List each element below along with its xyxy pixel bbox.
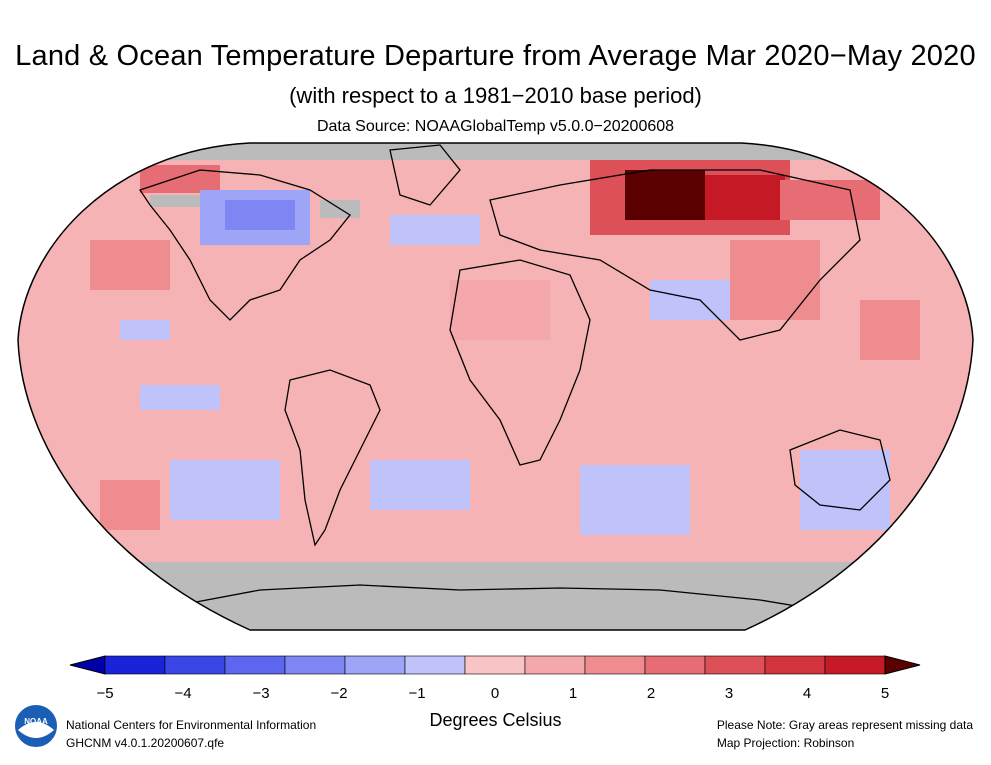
warm-alaska (140, 165, 220, 193)
antarctica-outline (179, 584, 821, 611)
cool-south-pacific (170, 460, 280, 520)
cool-north-atlantic (390, 215, 480, 245)
legend-bin (704, 655, 766, 675)
footer-right: Please Note: Gray areas represent missin… (717, 716, 973, 752)
noaa-logo: NOAA (13, 703, 59, 749)
legend-bar (69, 655, 921, 675)
eurasia-outline (489, 169, 861, 341)
legend-tick-label: 4 (803, 685, 811, 702)
footer-note: Please Note: Gray areas represent missin… (716, 718, 973, 732)
very-warm-siberia (625, 170, 705, 220)
legend-bin (344, 655, 406, 675)
legend-bin (464, 655, 526, 675)
legend-tick-label: 5 (881, 685, 889, 702)
legend-tick-label: −1 (408, 685, 425, 702)
legend-bin (764, 655, 826, 675)
footer-projection: Map Projection: Robinson (716, 736, 855, 750)
footer-left: National Centers for Environmental Infor… (66, 716, 316, 752)
legend-bin (164, 655, 226, 675)
warm-north-pacific (90, 240, 170, 290)
warm-china (730, 240, 820, 320)
africa-outline (449, 259, 591, 466)
legend-bin (284, 655, 346, 675)
legend-bin (104, 655, 166, 675)
south-america-outline (284, 369, 381, 547)
cool-indian-ocean (580, 465, 690, 535)
warm-west-pacific (860, 300, 920, 360)
cool-india (650, 280, 730, 320)
data-source: Data Source: NOAAGlobalTemp v5.0.0−20200… (316, 118, 675, 135)
legend-tick-label: −4 (174, 685, 191, 702)
legend-bin (584, 655, 646, 675)
map-subtitle: (with respect to a 1981−2010 base period… (289, 83, 702, 108)
legend-arrow-high (884, 655, 921, 675)
legend-tick-label: 0 (491, 685, 499, 702)
cooler-canada (225, 200, 295, 230)
australia-outline (789, 429, 891, 511)
warm-sahara (450, 280, 550, 340)
map-border (17, 142, 974, 631)
legend-arrow-low (69, 655, 106, 675)
missing-arctic (18, 143, 973, 160)
legend-tick-label: −2 (330, 685, 347, 702)
coastlines (138, 144, 891, 611)
warm-south-pacific (100, 480, 160, 530)
legend-bin (824, 655, 886, 675)
legend-bin (524, 655, 586, 675)
warm-siberia-east (705, 175, 785, 220)
legend-bin (644, 655, 706, 675)
legend-tick-label: 2 (647, 685, 655, 702)
footer-dataset: GHCNM v4.0.1.20200607.qfe (66, 736, 225, 750)
cool-central-pacific (120, 320, 170, 340)
noaa-logo-text: NOAA (24, 717, 48, 726)
legend-tick-label: −5 (96, 685, 113, 702)
greenland-outline (389, 144, 461, 206)
north-america-outline (138, 169, 351, 321)
cool-south-atlantic (370, 460, 470, 510)
legend-bin (224, 655, 286, 675)
cool-east-pacific (140, 385, 220, 410)
legend-tick-label: −3 (252, 685, 269, 702)
cool-australia (800, 450, 890, 530)
map-title: Land & Ocean Temperature Departure from … (15, 40, 976, 72)
warm-far-east (780, 180, 880, 220)
legend-units: Degrees Celsius (429, 710, 562, 730)
noaa-logo-bird (18, 722, 54, 738)
legend-bin (404, 655, 466, 675)
footer-org: National Centers for Environmental Infor… (66, 718, 317, 732)
legend-tick-label: 1 (569, 685, 577, 702)
legend-ticks: −5 −4 −3 −2 −1 0 1 2 3 4 5 (96, 685, 889, 702)
legend-tick-label: 3 (725, 685, 733, 702)
